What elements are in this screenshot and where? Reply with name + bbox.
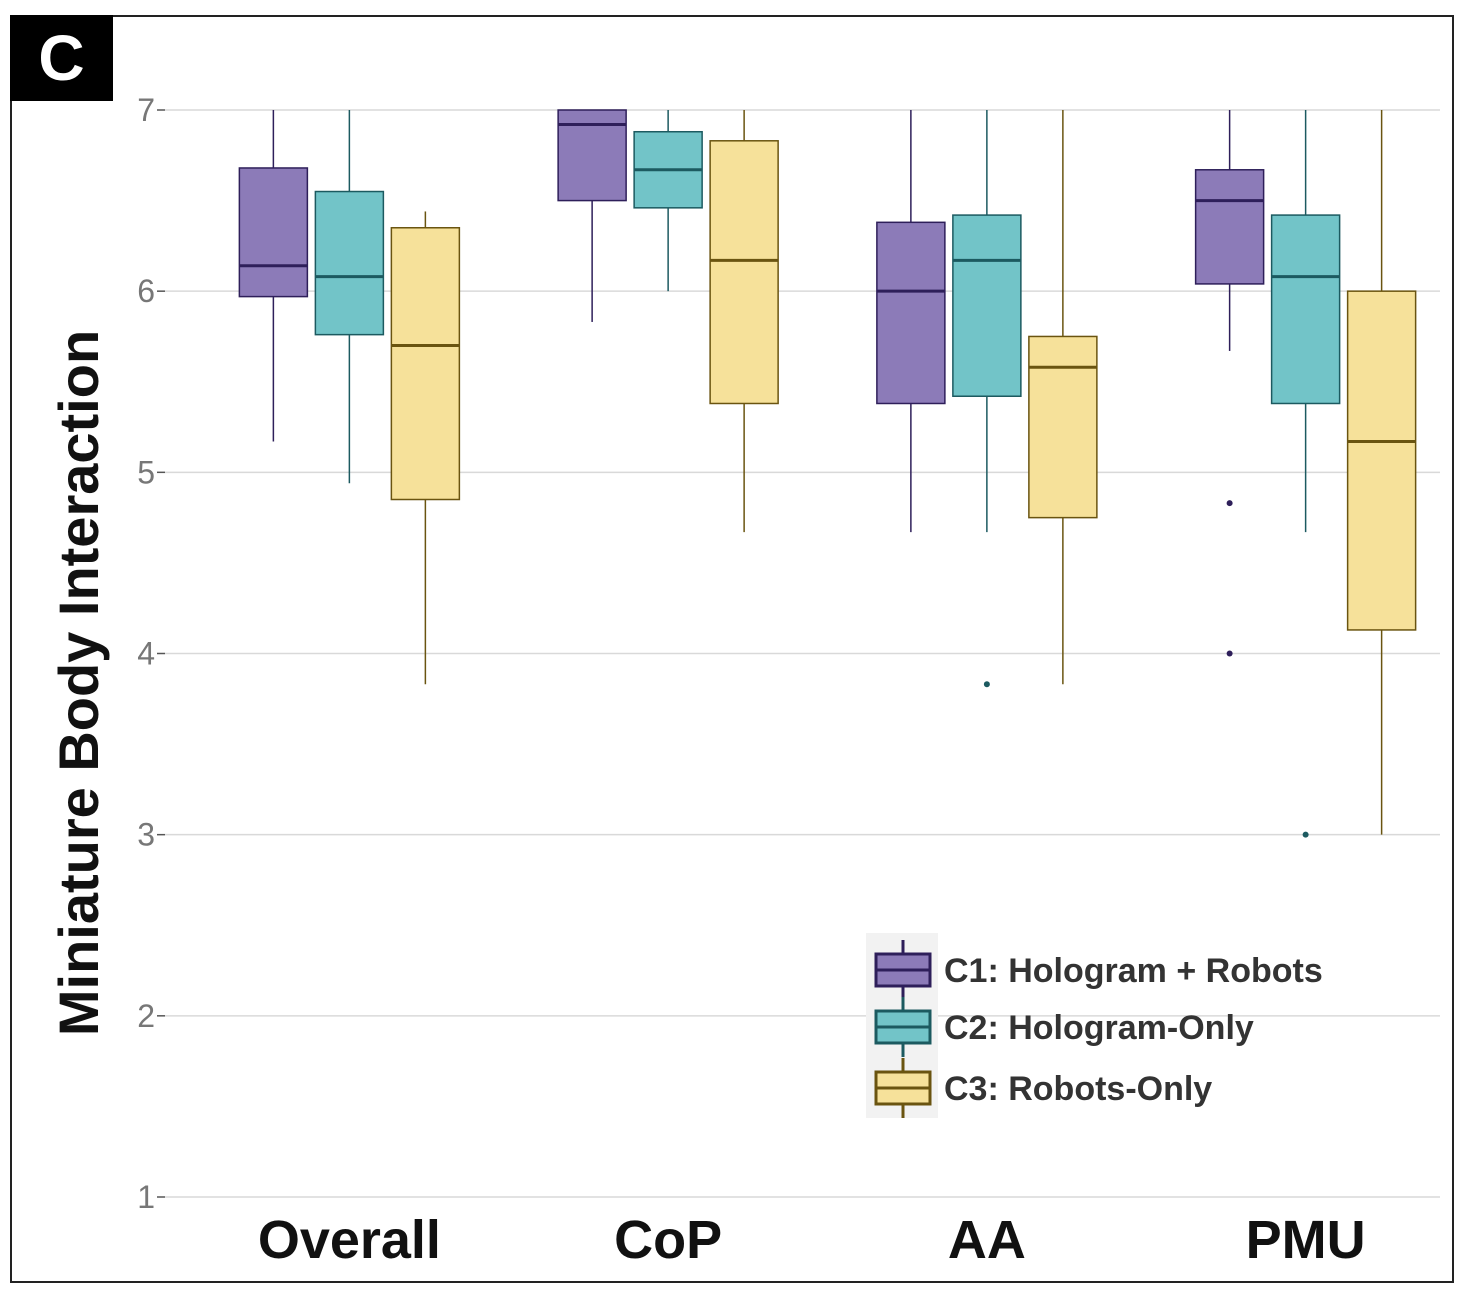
y-tick-label: 3	[137, 817, 155, 853]
legend: C1: Hologram + Robots C2: Hologram-Only C3…	[866, 933, 1323, 1118]
panel-label: C	[10, 15, 113, 101]
outlier-point	[983, 681, 990, 688]
y-tick-label: 2	[137, 998, 155, 1034]
y-tick-label: 6	[137, 273, 155, 309]
box-iqr	[1346, 290, 1417, 631]
box-group-overall-c3	[390, 211, 461, 685]
box-iqr	[1028, 335, 1098, 519]
box-group-pmu-c2	[1270, 110, 1341, 838]
x-tick-label: AA	[948, 1210, 1026, 1270]
y-axis-label: Miniature Body Interaction	[47, 330, 110, 1036]
box-iqr	[238, 167, 309, 298]
box-iqr	[1270, 214, 1341, 405]
y-axis-ticks: 1 2 3 4 5 6 7	[137, 92, 165, 1215]
box-iqr	[952, 214, 1022, 397]
figure-frame	[10, 15, 1454, 1283]
box-iqr	[314, 190, 385, 336]
x-tick-label: Overall	[258, 1210, 441, 1270]
x-tick-label: PMU	[1246, 1210, 1366, 1270]
box-group-overall-c1	[238, 110, 309, 442]
y-tick-label: 7	[137, 92, 155, 128]
legend-label: C1: Hologram + Robots	[944, 952, 1323, 990]
legend-label: C3: Robots-Only	[944, 1070, 1212, 1108]
legend-label: C2: Hologram-Only	[944, 1009, 1254, 1047]
box-group-aa-c2	[952, 110, 1022, 688]
box-iqr	[1194, 169, 1265, 285]
box-iqr	[709, 140, 779, 405]
box-group-pmu-c3	[1346, 110, 1417, 835]
box-group-pmu-c1	[1194, 110, 1265, 657]
outlier-point	[1302, 831, 1309, 838]
outlier-point	[1226, 500, 1233, 507]
y-tick-label: 5	[137, 454, 155, 490]
box-group-aa-c1	[876, 110, 946, 533]
box-group-cop-c2	[633, 110, 703, 292]
x-tick-label: CoP	[614, 1210, 722, 1270]
box-group-overall-c2	[314, 110, 385, 484]
y-tick-label: 4	[137, 636, 155, 672]
box-iqr	[876, 221, 946, 405]
outlier-point	[1226, 650, 1233, 657]
y-tick-label: 1	[137, 1179, 155, 1215]
box-group-cop-c1	[557, 109, 627, 322]
box-iqr	[390, 227, 461, 501]
box-group-cop-c3	[709, 110, 779, 533]
boxes-layer	[238, 109, 1417, 838]
x-axis-ticks: Overall CoP AA PMU	[258, 1210, 1366, 1270]
box-group-aa-c3	[1028, 110, 1098, 685]
